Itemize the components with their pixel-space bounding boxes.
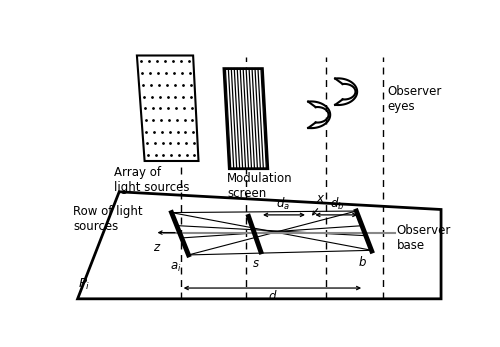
Polygon shape bbox=[224, 69, 268, 169]
Text: s: s bbox=[253, 257, 260, 270]
Polygon shape bbox=[137, 56, 198, 161]
Text: $d_a$: $d_a$ bbox=[276, 196, 290, 212]
Text: Row of light
sources: Row of light sources bbox=[73, 205, 142, 233]
Text: Array of
light sources: Array of light sources bbox=[114, 166, 190, 194]
Text: Modulation
screen: Modulation screen bbox=[227, 172, 292, 200]
Text: Observer
eyes: Observer eyes bbox=[387, 85, 442, 113]
Text: $d_b$: $d_b$ bbox=[330, 196, 344, 212]
Text: $a_i$: $a_i$ bbox=[170, 261, 181, 274]
Text: z: z bbox=[153, 241, 159, 254]
Text: x: x bbox=[316, 192, 324, 205]
Text: $P_i$: $P_i$ bbox=[78, 277, 90, 292]
Text: Observer
base: Observer base bbox=[396, 224, 451, 252]
Text: d: d bbox=[268, 290, 276, 303]
Text: b: b bbox=[359, 256, 366, 270]
